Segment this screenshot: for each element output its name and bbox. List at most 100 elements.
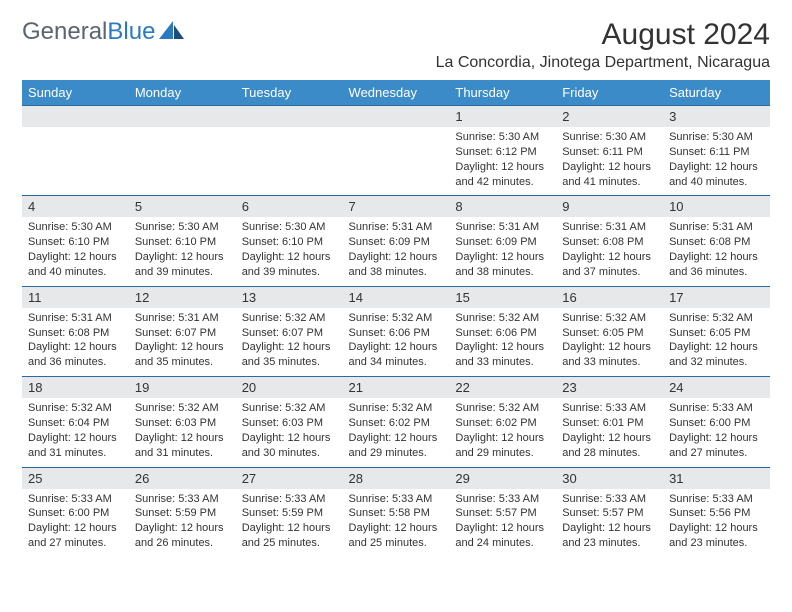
logo-sail-icon xyxy=(159,21,185,44)
sunrise-text: Sunrise: 5:31 AM xyxy=(135,311,230,326)
day-body: Sunrise: 5:32 AMSunset: 6:02 PMDaylight:… xyxy=(449,398,556,466)
day-body: Sunrise: 5:30 AMSunset: 6:10 PMDaylight:… xyxy=(22,217,129,285)
sunrise-text: Sunrise: 5:30 AM xyxy=(562,130,657,145)
day-number-empty xyxy=(22,105,129,127)
day-number: 19 xyxy=(129,376,236,398)
day-header: Sunday xyxy=(22,80,129,105)
day-number: 16 xyxy=(556,286,663,308)
day-number: 12 xyxy=(129,286,236,308)
sunrise-text: Sunrise: 5:30 AM xyxy=(135,220,230,235)
sunset-text: Sunset: 5:59 PM xyxy=(135,506,230,521)
day-body: Sunrise: 5:33 AMSunset: 6:01 PMDaylight:… xyxy=(556,398,663,466)
daylight-text: Daylight: 12 hours and 28 minutes. xyxy=(562,431,657,461)
day-number: 14 xyxy=(343,286,450,308)
daylight-text: Daylight: 12 hours and 25 minutes. xyxy=(349,521,444,551)
daylight-text: Daylight: 12 hours and 29 minutes. xyxy=(349,431,444,461)
sunset-text: Sunset: 6:10 PM xyxy=(135,235,230,250)
calendar-cell: 3Sunrise: 5:30 AMSunset: 6:11 PMDaylight… xyxy=(663,105,770,195)
sunset-text: Sunset: 6:05 PM xyxy=(669,326,764,341)
calendar-table: SundayMondayTuesdayWednesdayThursdayFrid… xyxy=(22,80,770,557)
sunset-text: Sunset: 6:08 PM xyxy=(28,326,123,341)
calendar-cell: 28Sunrise: 5:33 AMSunset: 5:58 PMDayligh… xyxy=(343,467,450,557)
calendar-week: 18Sunrise: 5:32 AMSunset: 6:04 PMDayligh… xyxy=(22,376,770,466)
day-number: 2 xyxy=(556,105,663,127)
calendar-cell: 27Sunrise: 5:33 AMSunset: 5:59 PMDayligh… xyxy=(236,467,343,557)
calendar-cell: 2Sunrise: 5:30 AMSunset: 6:11 PMDaylight… xyxy=(556,105,663,195)
sunrise-text: Sunrise: 5:32 AM xyxy=(562,311,657,326)
sunrise-text: Sunrise: 5:30 AM xyxy=(455,130,550,145)
sunrise-text: Sunrise: 5:32 AM xyxy=(242,401,337,416)
sunset-text: Sunset: 6:09 PM xyxy=(349,235,444,250)
day-body: Sunrise: 5:32 AMSunset: 6:06 PMDaylight:… xyxy=(449,308,556,376)
calendar-cell: 15Sunrise: 5:32 AMSunset: 6:06 PMDayligh… xyxy=(449,286,556,376)
sunrise-text: Sunrise: 5:33 AM xyxy=(242,492,337,507)
day-number: 1 xyxy=(449,105,556,127)
sunset-text: Sunset: 5:59 PM xyxy=(242,506,337,521)
sunrise-text: Sunrise: 5:33 AM xyxy=(669,401,764,416)
day-number: 11 xyxy=(22,286,129,308)
daylight-text: Daylight: 12 hours and 40 minutes. xyxy=(28,250,123,280)
sunset-text: Sunset: 5:57 PM xyxy=(562,506,657,521)
day-body: Sunrise: 5:32 AMSunset: 6:05 PMDaylight:… xyxy=(556,308,663,376)
sunset-text: Sunset: 6:08 PM xyxy=(562,235,657,250)
sunrise-text: Sunrise: 5:33 AM xyxy=(455,492,550,507)
calendar-cell: 26Sunrise: 5:33 AMSunset: 5:59 PMDayligh… xyxy=(129,467,236,557)
calendar-cell: 13Sunrise: 5:32 AMSunset: 6:07 PMDayligh… xyxy=(236,286,343,376)
day-number: 30 xyxy=(556,467,663,489)
day-body: Sunrise: 5:30 AMSunset: 6:11 PMDaylight:… xyxy=(663,127,770,195)
calendar-cell xyxy=(343,105,450,195)
sunrise-text: Sunrise: 5:30 AM xyxy=(28,220,123,235)
sunrise-text: Sunrise: 5:32 AM xyxy=(349,401,444,416)
sunrise-text: Sunrise: 5:33 AM xyxy=(349,492,444,507)
sunrise-text: Sunrise: 5:32 AM xyxy=(349,311,444,326)
sunset-text: Sunset: 6:06 PM xyxy=(455,326,550,341)
sunrise-text: Sunrise: 5:33 AM xyxy=(135,492,230,507)
sunrise-text: Sunrise: 5:31 AM xyxy=(455,220,550,235)
day-number: 21 xyxy=(343,376,450,398)
calendar-cell: 31Sunrise: 5:33 AMSunset: 5:56 PMDayligh… xyxy=(663,467,770,557)
sunrise-text: Sunrise: 5:32 AM xyxy=(242,311,337,326)
logo-text-gray: General xyxy=(22,18,107,45)
calendar-week: 1Sunrise: 5:30 AMSunset: 6:12 PMDaylight… xyxy=(22,105,770,195)
sunset-text: Sunset: 6:07 PM xyxy=(135,326,230,341)
day-number: 31 xyxy=(663,467,770,489)
day-header: Friday xyxy=(556,80,663,105)
sunset-text: Sunset: 6:11 PM xyxy=(562,145,657,160)
header: GeneralBlue August 2024 La Concordia, Ji… xyxy=(22,18,770,72)
sunrise-text: Sunrise: 5:33 AM xyxy=(562,492,657,507)
logo-text-blue: Blue xyxy=(107,18,155,45)
sunset-text: Sunset: 6:06 PM xyxy=(349,326,444,341)
calendar-cell xyxy=(236,105,343,195)
sunset-text: Sunset: 6:07 PM xyxy=(242,326,337,341)
day-number-empty xyxy=(236,105,343,127)
sunrise-text: Sunrise: 5:33 AM xyxy=(28,492,123,507)
day-header: Wednesday xyxy=(343,80,450,105)
day-number: 4 xyxy=(22,195,129,217)
day-body: Sunrise: 5:32 AMSunset: 6:05 PMDaylight:… xyxy=(663,308,770,376)
day-body: Sunrise: 5:31 AMSunset: 6:08 PMDaylight:… xyxy=(663,217,770,285)
sunset-text: Sunset: 6:05 PM xyxy=(562,326,657,341)
day-number: 20 xyxy=(236,376,343,398)
calendar-cell: 19Sunrise: 5:32 AMSunset: 6:03 PMDayligh… xyxy=(129,376,236,466)
day-body: Sunrise: 5:33 AMSunset: 5:56 PMDaylight:… xyxy=(663,489,770,557)
daylight-text: Daylight: 12 hours and 23 minutes. xyxy=(669,521,764,551)
sunset-text: Sunset: 6:08 PM xyxy=(669,235,764,250)
day-number: 17 xyxy=(663,286,770,308)
sunset-text: Sunset: 6:04 PM xyxy=(28,416,123,431)
sunset-text: Sunset: 6:10 PM xyxy=(28,235,123,250)
calendar-cell: 1Sunrise: 5:30 AMSunset: 6:12 PMDaylight… xyxy=(449,105,556,195)
sunset-text: Sunset: 6:12 PM xyxy=(455,145,550,160)
daylight-text: Daylight: 12 hours and 38 minutes. xyxy=(455,250,550,280)
sunrise-text: Sunrise: 5:33 AM xyxy=(669,492,764,507)
daylight-text: Daylight: 12 hours and 37 minutes. xyxy=(562,250,657,280)
calendar-cell: 11Sunrise: 5:31 AMSunset: 6:08 PMDayligh… xyxy=(22,286,129,376)
daylight-text: Daylight: 12 hours and 39 minutes. xyxy=(135,250,230,280)
daylight-text: Daylight: 12 hours and 23 minutes. xyxy=(562,521,657,551)
day-body: Sunrise: 5:33 AMSunset: 5:57 PMDaylight:… xyxy=(556,489,663,557)
day-number: 13 xyxy=(236,286,343,308)
sunrise-text: Sunrise: 5:30 AM xyxy=(242,220,337,235)
location: La Concordia, Jinotega Department, Nicar… xyxy=(436,54,770,72)
calendar-cell: 7Sunrise: 5:31 AMSunset: 6:09 PMDaylight… xyxy=(343,195,450,285)
day-number: 29 xyxy=(449,467,556,489)
calendar-cell xyxy=(22,105,129,195)
